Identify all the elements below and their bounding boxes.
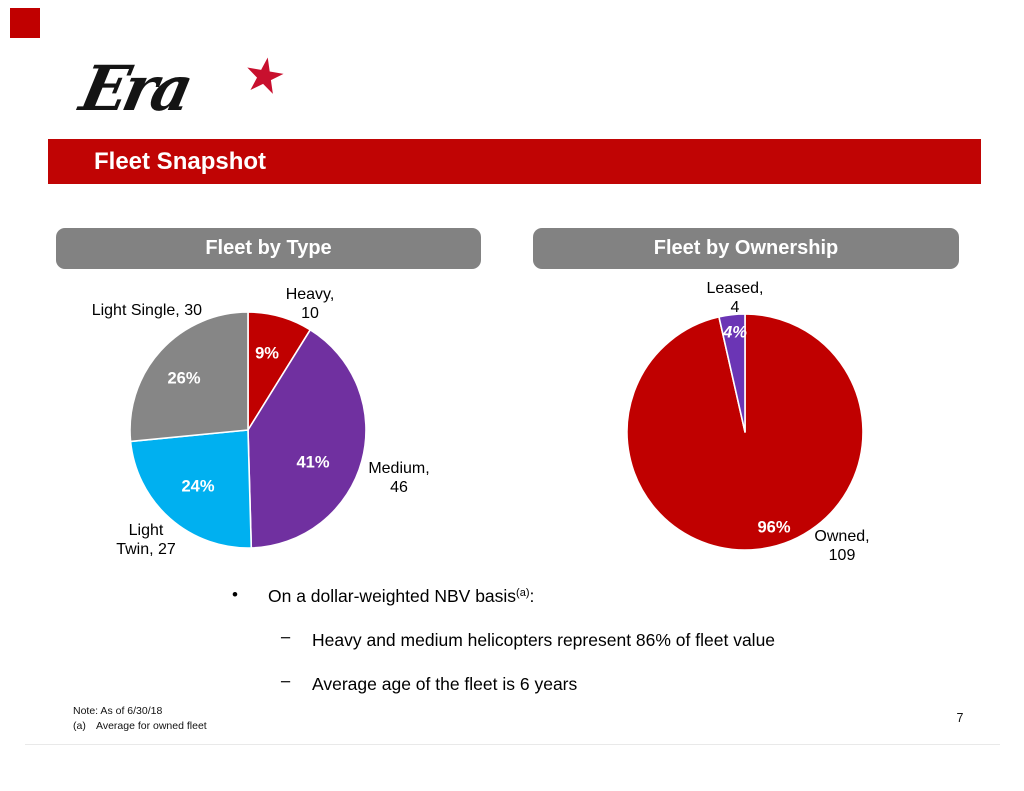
bullet-list: • On a dollar-weighted NBV basis(a): − H… (232, 585, 832, 695)
bullet-sub-2-text: Average age of the fleet is 6 years (312, 674, 578, 694)
page-number: 7 (956, 711, 964, 725)
footnote-a-text: Average for owned fleet (96, 719, 207, 732)
chart-header-fleet-by-type: Fleet by Type (56, 228, 481, 269)
bullet-main-text: On a dollar-weighted NBV basis (268, 586, 517, 606)
slide-bottom-edge (25, 744, 1000, 745)
page-title: Fleet Snapshot (94, 148, 267, 175)
label-leased-line1: Leased, (706, 280, 764, 297)
label-heavy-line1: Heavy, (285, 286, 335, 303)
pct-label-leased: 4% (723, 323, 747, 342)
pie-chart-fleet-by-ownership (626, 313, 864, 551)
label-light-twin: Light Twin, 27 (86, 521, 206, 559)
star-icon: ★ (238, 44, 291, 108)
footnote-note: Note: As of 6/30/18 (73, 705, 163, 717)
pct-label-light-single: 26% (167, 369, 201, 388)
label-owned-line1: Owned, (814, 528, 870, 545)
pct-label-light-twin: 24% (181, 477, 215, 496)
label-heavy: Heavy, 10 (250, 285, 370, 323)
label-medium: Medium, 46 (339, 459, 459, 497)
footnote-a-marker: (a) (73, 719, 86, 732)
label-owned: Owned, 109 (782, 527, 902, 565)
pie-chart-fleet-by-type (129, 311, 367, 549)
label-leased: Leased, 4 (675, 279, 795, 317)
bullet-sub-2: − Average age of the fleet is 6 years (232, 672, 832, 695)
label-medium-line2: 46 (390, 479, 408, 496)
pie-slice-leased (718, 313, 746, 433)
bullet-main: • On a dollar-weighted NBV basis(a): (232, 585, 832, 607)
label-light-single-line1: Light Single, 30 (91, 302, 202, 319)
footnotes: Note: As of 6/30/18 (a) Average for owned… (73, 704, 207, 733)
label-medium-line1: Medium, (368, 460, 430, 477)
dash-icon: − (280, 628, 292, 649)
label-owned-line2: 109 (828, 547, 856, 564)
label-light-single: Light Single, 30 (52, 301, 202, 320)
bullet-sub-1-text: Heavy and medium helicopters represent 8… (312, 630, 776, 650)
title-banner: Fleet Snapshot (48, 139, 981, 184)
chart-header-fleet-by-ownership: Fleet by Ownership (533, 228, 959, 269)
bullet-main-colon: : (529, 586, 535, 606)
bullet-sub-1: − Heavy and medium helicopters represent… (232, 628, 832, 651)
pie-slice-light-twin (129, 429, 253, 549)
label-light-twin-line1: Light (128, 522, 164, 539)
corner-accent-square (10, 8, 40, 38)
label-light-twin-line2: Twin, 27 (116, 541, 176, 558)
pie-slice-medium (247, 328, 367, 549)
bullet-icon: • (232, 585, 238, 604)
footnote-a: (a) Average for owned fleet (73, 719, 207, 734)
dash-icon: − (280, 672, 292, 693)
pct-label-owned: 96% (757, 518, 791, 537)
label-heavy-line2: 10 (301, 305, 319, 322)
footnote-ref: (a) (516, 587, 530, 599)
pct-label-medium: 41% (296, 453, 330, 472)
pct-label-heavy: 9% (255, 344, 279, 363)
pie-slice-light-single (129, 311, 249, 443)
era-logo-text: Era (74, 52, 195, 125)
pie-slice-owned (626, 313, 864, 551)
era-logo: Era ★ (74, 45, 320, 138)
label-leased-line2: 4 (730, 299, 740, 316)
